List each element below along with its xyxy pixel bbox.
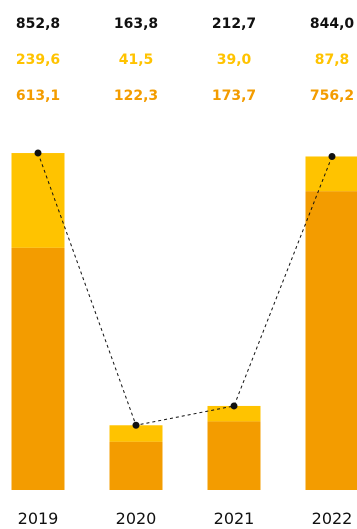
bar-segment-upper-2022 bbox=[306, 156, 357, 191]
x-tick-label-2019: 2019 bbox=[3, 509, 73, 529]
total-trend-line bbox=[38, 153, 332, 425]
total-point-2022 bbox=[329, 153, 336, 160]
bar-segment-lower-2021 bbox=[208, 421, 261, 490]
bar-segment-lower-2019 bbox=[12, 248, 65, 490]
bar-segment-lower-2022 bbox=[306, 191, 357, 490]
total-point-2021 bbox=[231, 402, 238, 409]
x-tick-label-2021: 2021 bbox=[199, 509, 269, 529]
total-point-2020 bbox=[133, 422, 140, 429]
bar-segment-upper-2019 bbox=[12, 153, 65, 248]
x-tick-label-2020: 2020 bbox=[101, 509, 171, 529]
x-tick-label-2022: 2022 bbox=[297, 509, 357, 529]
bar-segment-lower-2020 bbox=[110, 442, 163, 490]
total-point-2019 bbox=[35, 150, 42, 157]
